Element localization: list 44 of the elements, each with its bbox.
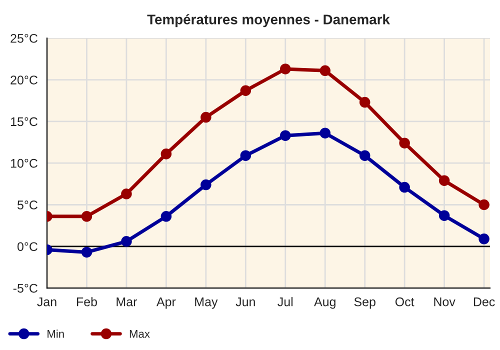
point (81, 246, 92, 258)
chart-title: Températures moyennes - Danemark (147, 14, 390, 28)
point (200, 179, 212, 190)
point (320, 65, 330, 76)
x-tick-label: Dec (474, 298, 495, 306)
x-tick-label: Oct (395, 297, 414, 306)
point (478, 199, 490, 210)
y-tick-label: 5°C (17, 200, 38, 210)
y-tick-label: -5°C (13, 284, 38, 293)
point (320, 128, 330, 138)
point (280, 130, 291, 141)
x-tick-label: Aug (314, 298, 336, 309)
point (399, 182, 410, 193)
point (81, 211, 92, 222)
point (121, 188, 132, 200)
x-tick-label: Jan (37, 298, 56, 306)
x-tick-label: Nov (434, 298, 456, 306)
y-tick-label: 10°C (11, 158, 38, 168)
x-tick-label: Apr (156, 298, 176, 309)
point (240, 150, 252, 161)
y-tick-label: 15°C (11, 117, 38, 126)
y-tick-label: 20°C (10, 76, 38, 84)
point (121, 236, 132, 247)
point (359, 150, 370, 161)
x-tick-label: Mar (116, 298, 138, 306)
x-tick-label: Feb (76, 297, 97, 306)
x-tick-label: Jul (278, 297, 293, 306)
point (438, 175, 450, 186)
legend-label: Min (48, 330, 64, 338)
point (399, 138, 410, 148)
point (160, 211, 172, 222)
y-tick-label: 25°C (10, 34, 38, 43)
point (438, 210, 450, 221)
point (160, 148, 172, 160)
y-tick-label: 0°C (17, 242, 38, 252)
point (280, 64, 291, 74)
legend-label: Max (130, 330, 150, 338)
x-tick-label: Jun (236, 298, 255, 306)
point (200, 112, 212, 123)
x-tick-label: Sep (354, 297, 376, 309)
point (359, 96, 370, 108)
point (240, 85, 252, 96)
x-tick-label: May (195, 298, 218, 309)
point (478, 234, 490, 244)
